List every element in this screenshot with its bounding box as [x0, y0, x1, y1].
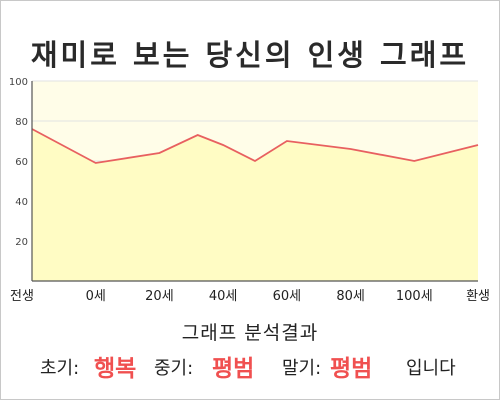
early-value: 행복: [94, 356, 137, 382]
x-tick-label: 60세: [273, 289, 302, 304]
x-tick-label: 40세: [209, 289, 238, 304]
x-tick-labels: 전생 0세 20세 40세 60세 80세 100세 환생: [10, 289, 490, 304]
result-summary: 초기: 행복 중기: 평범 말기: 평범 입니다: [0, 346, 500, 382]
late-value: 평범: [330, 356, 373, 382]
y-tick-labels: 20 40 60 80 100: [9, 77, 28, 248]
late-label: 말기:: [282, 358, 322, 379]
x-tick-label: 80세: [336, 289, 365, 304]
y-tick-label: 40: [15, 197, 28, 208]
x-tick-label: 0세: [86, 289, 106, 304]
result-heading: 그래프 분석결과: [181, 322, 319, 344]
x-tick-label: 100세: [396, 289, 433, 304]
early-label: 초기:: [40, 358, 80, 379]
x-tick-label: 20세: [145, 289, 174, 304]
x-tick-label: 환생: [466, 289, 490, 304]
y-tick-label: 100: [9, 77, 28, 88]
ending-text: 입니다: [406, 358, 456, 379]
y-tick-label: 20: [15, 237, 28, 248]
chart-title: 재미로 보는 당신의 인생 그래프: [30, 38, 470, 72]
series-line: [31, 128, 479, 164]
x-tick-label: 전생: [10, 289, 34, 304]
y-tick-label: 60: [15, 157, 28, 168]
y-tick-label: 80: [15, 117, 28, 128]
mid-label: 중기:: [154, 358, 194, 379]
series-area-fill: [32, 129, 478, 281]
mid-value: 평범: [212, 356, 255, 382]
